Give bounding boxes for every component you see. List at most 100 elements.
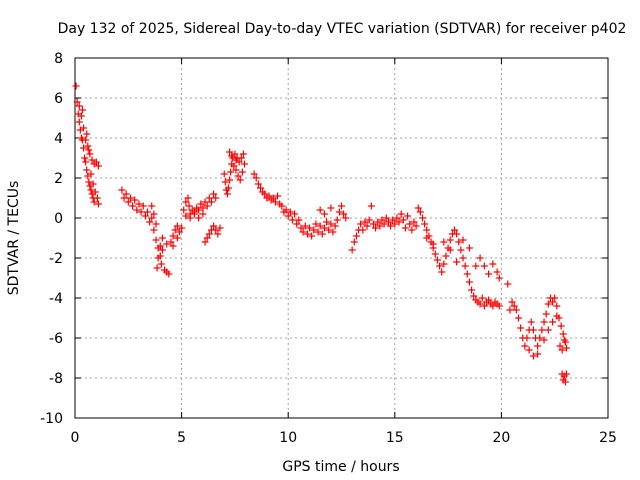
data-point [457, 246, 465, 254]
data-point [338, 202, 345, 210]
data-point [223, 190, 231, 198]
data-point [195, 206, 203, 214]
data-point [199, 210, 207, 218]
data-point [562, 344, 570, 352]
data-point [335, 208, 343, 216]
data-point [237, 154, 245, 162]
data-point [89, 180, 97, 188]
data-point [556, 342, 564, 350]
data-point [534, 350, 542, 358]
data-point [165, 270, 173, 278]
data-point [463, 270, 471, 278]
data-point [190, 210, 198, 218]
data-point [154, 254, 162, 262]
y-tick-label: 8 [54, 51, 63, 67]
data-point [478, 294, 486, 302]
data-point [314, 228, 322, 236]
data-point [221, 178, 229, 186]
chart-title: Day 132 of 2025, Sidereal Day-to-day VTE… [58, 21, 627, 37]
data-point [431, 250, 439, 258]
data-point [465, 278, 473, 286]
data-point [429, 240, 437, 248]
data-point [153, 264, 161, 272]
data-point [226, 176, 234, 184]
data-point [152, 236, 160, 244]
data-point [250, 170, 258, 178]
data-point [238, 168, 246, 176]
data-point [85, 178, 93, 186]
data-point [135, 200, 143, 208]
data-point [210, 190, 218, 198]
data-point [562, 370, 570, 378]
data-point [201, 198, 209, 206]
y-tick-label: -6 [49, 331, 63, 347]
data-point [91, 188, 99, 196]
data-point [310, 226, 318, 234]
data-point [542, 310, 550, 318]
y-tick-label: 6 [54, 91, 63, 107]
data-point [157, 260, 165, 268]
data-point [240, 160, 248, 168]
data-point [286, 208, 294, 216]
data-point [393, 214, 401, 222]
data-point [540, 318, 548, 326]
data-point [312, 220, 320, 228]
data-point [269, 194, 277, 202]
data-point [77, 112, 85, 120]
data-point [504, 280, 512, 288]
data-point [82, 158, 90, 166]
data-point [468, 286, 476, 294]
y-tick-label: 4 [54, 131, 63, 147]
data-point [423, 234, 431, 242]
data-point [561, 378, 569, 386]
data-point [510, 302, 518, 310]
data-point [94, 200, 102, 208]
data-point [301, 222, 309, 230]
data-point [212, 226, 220, 234]
data-point [137, 208, 145, 216]
data-point [459, 254, 467, 262]
data-point [182, 212, 190, 220]
x-tick-label: 5 [177, 430, 186, 446]
data-point [376, 222, 384, 230]
data-point [495, 302, 503, 310]
data-point [395, 218, 403, 226]
data-point [410, 218, 418, 226]
data-point [382, 214, 390, 222]
data-point [442, 252, 450, 260]
data-point [512, 306, 520, 314]
data-point [495, 274, 503, 282]
data-point [557, 322, 565, 330]
grid-lines [75, 58, 608, 418]
data-point [320, 210, 328, 218]
data-point [82, 136, 90, 144]
data-point [558, 346, 566, 354]
data-point [306, 224, 314, 232]
data-point [265, 192, 273, 200]
data-point [212, 194, 220, 202]
data-point [158, 246, 166, 254]
data-point [536, 334, 544, 342]
data-point [348, 246, 356, 254]
data-point [529, 352, 537, 360]
data-point [186, 214, 194, 222]
data-point [357, 220, 365, 228]
data-point [80, 124, 88, 132]
data-point [389, 216, 397, 224]
data-point [399, 216, 407, 224]
y-tick-label: -8 [49, 371, 63, 387]
data-point [391, 220, 399, 228]
data-point [94, 162, 102, 170]
y-tick-label: -2 [49, 251, 63, 267]
data-point [534, 342, 542, 350]
x-axis-label: GPS time / hours [282, 459, 399, 475]
data-point [327, 204, 335, 212]
data-point [485, 296, 493, 304]
data-point [288, 216, 296, 224]
data-point [529, 326, 537, 334]
data-point [256, 184, 264, 192]
data-point [329, 228, 337, 236]
data-point [384, 218, 392, 226]
data-point [365, 216, 373, 224]
data-point [201, 238, 209, 246]
